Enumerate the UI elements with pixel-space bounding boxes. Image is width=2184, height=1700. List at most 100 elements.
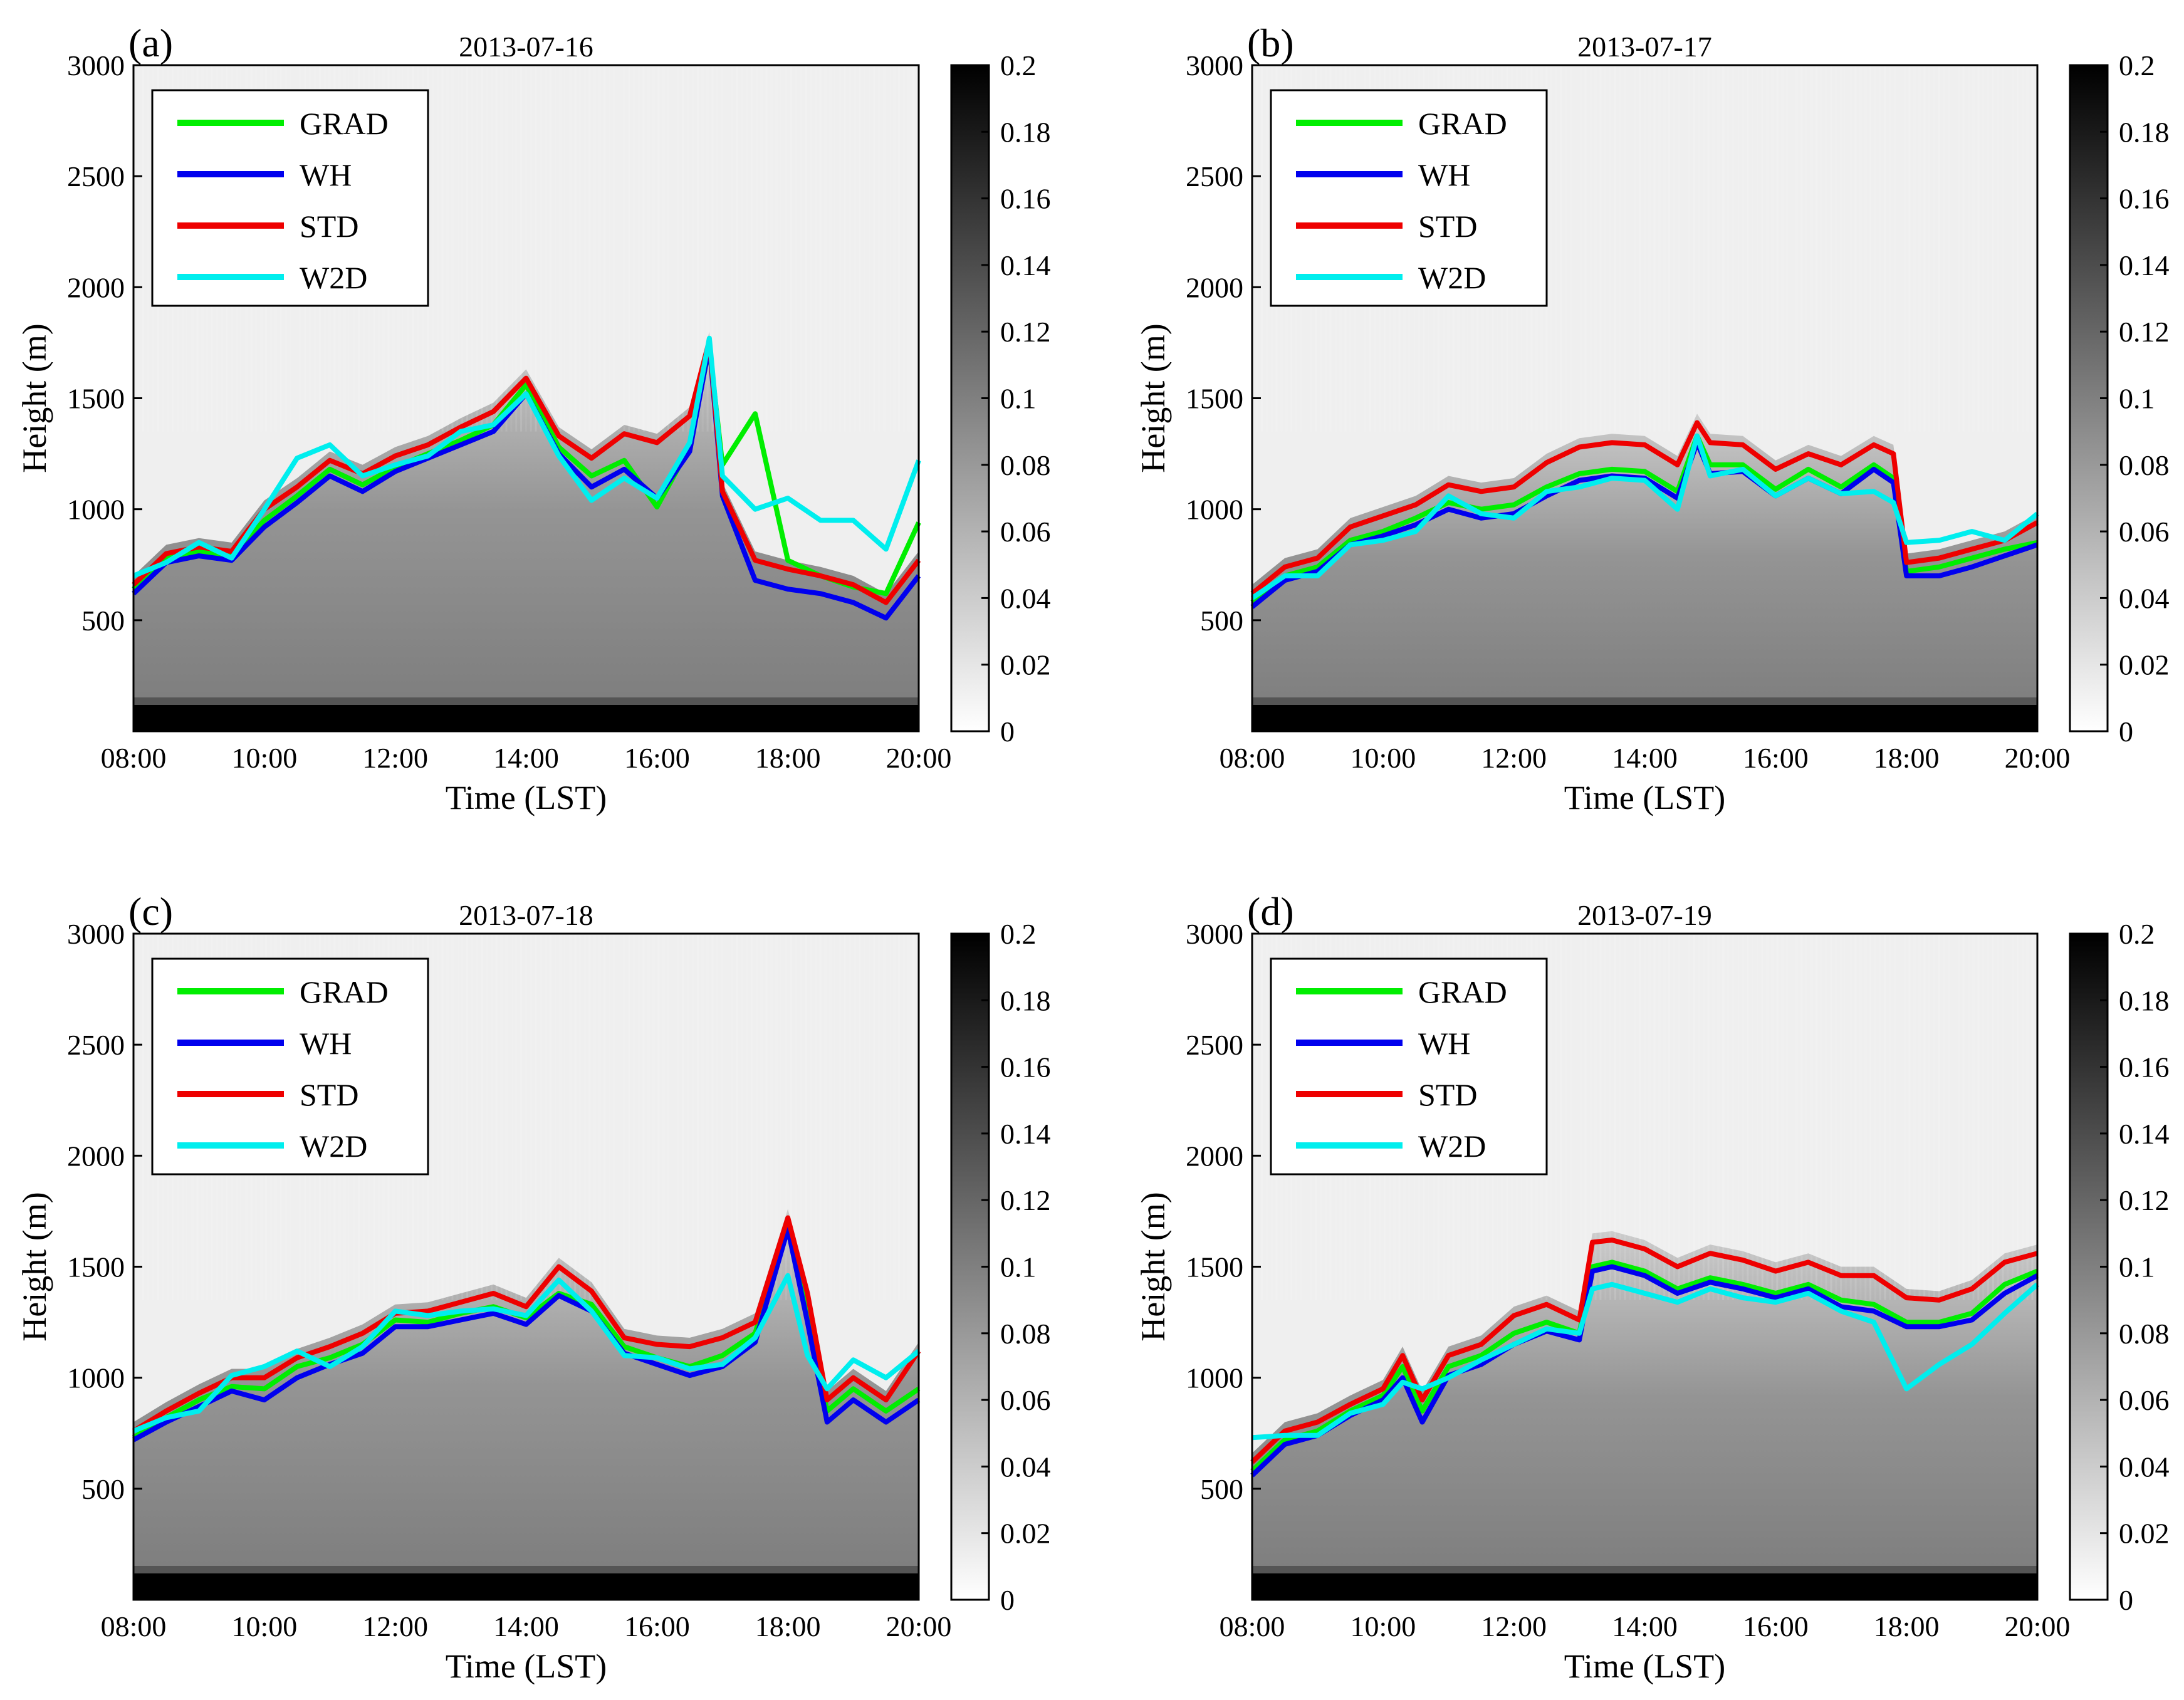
y-tick-label: 2000 <box>67 1140 125 1172</box>
y-tick-label: 1000 <box>1186 494 1243 526</box>
x-tick-label: 14:00 <box>493 742 559 774</box>
series-line-w2d <box>132 1273 921 1434</box>
colorbar-tick-label: 0.12 <box>2119 316 2170 348</box>
colorbar-tick-label: 0.2 <box>2119 918 2155 950</box>
y-axis-label: Height (m) <box>16 323 53 472</box>
colorbar-tick-label: 0.2 <box>1000 918 1037 950</box>
backscatter-shading <box>133 1209 919 1600</box>
backscatter-shading <box>1252 1231 2037 1600</box>
y-tick-label: 1000 <box>67 1362 125 1394</box>
x-tick-label: 18:00 <box>755 742 821 774</box>
series-line-std <box>132 1215 921 1434</box>
x-tick-label: 20:00 <box>886 1610 952 1642</box>
x-tick-label: 10:00 <box>231 1610 297 1642</box>
legend-label-grad: GRAD <box>1418 974 1507 1009</box>
x-tick-label: 16:00 <box>1743 742 1809 774</box>
y-tick-label: 3000 <box>1186 918 1243 950</box>
y-axis-label: Height (m) <box>1134 323 1172 472</box>
y-tick-label: 1000 <box>67 494 125 526</box>
colorbar-tick-label: 0.04 <box>1000 582 1051 614</box>
colorbar-tick-label: 0.02 <box>1000 649 1051 681</box>
series-line-w2d <box>132 335 921 578</box>
legend-label-wh: WH <box>300 157 352 192</box>
legend-label-wh: WH <box>1418 1026 1470 1061</box>
x-tick-label: 10:00 <box>231 742 297 774</box>
colorbar-tick-label: 0 <box>1000 1584 1015 1616</box>
chart-title: 2013-07-18 <box>459 899 593 931</box>
colorbar-tick-label: 0.1 <box>2119 383 2155 415</box>
colorbar-tick-label: 0.1 <box>2119 1251 2155 1283</box>
colorbar-tick-label: 0.18 <box>1000 984 1051 1016</box>
x-tick-label: 18:00 <box>755 1610 821 1642</box>
chart-panel-1: 08:00 10:00 12:00 14:00 16:00 18:00 20:00 500 10… <box>1134 21 2170 816</box>
x-axis-label: Time (LST) <box>1564 779 1726 816</box>
x-tick-label: 08:00 <box>1220 742 1285 774</box>
y-tick-label: 1500 <box>67 383 125 415</box>
series-line-wh <box>1250 1264 2039 1478</box>
colorbar-tick-label: 0.14 <box>1000 1118 1051 1150</box>
colorbar-tick-label: 0 <box>2119 716 2133 748</box>
x-tick-label: 20:00 <box>2005 742 2071 774</box>
colorbar-tick-label: 0.06 <box>1000 516 1051 548</box>
colorbar-tick-label: 0.08 <box>1000 449 1051 481</box>
colorbar-tick-label: 0.02 <box>1000 1518 1051 1550</box>
colorbar-tick-label: 0 <box>1000 716 1015 748</box>
x-tick-label: 08:00 <box>101 1610 167 1642</box>
colorbar-tick-label: 0.14 <box>2119 1118 2170 1150</box>
colorbar-tick-label: 0 <box>2119 1584 2133 1616</box>
ground-band-edge <box>1252 697 2037 705</box>
y-tick-label: 1500 <box>1186 1251 1243 1283</box>
colorbar-tick-label: 0.1 <box>1000 383 1037 415</box>
x-tick-label: 12:00 <box>1481 742 1547 774</box>
x-tick-label: 12:00 <box>362 742 428 774</box>
legend-label-std: STD <box>1418 1077 1477 1112</box>
legend-label-w2d: W2D <box>300 260 367 295</box>
colorbar-tick-label: 0.06 <box>2119 1384 2170 1416</box>
legend-label-grad: GRAD <box>300 106 389 141</box>
colorbar-tick-label: 0.14 <box>1000 249 1051 281</box>
colorbar-tick-label: 0.02 <box>2119 649 2170 681</box>
x-tick-label: 14:00 <box>1612 1610 1678 1642</box>
panel-label: (a) <box>128 21 173 65</box>
colorbar-tick-label: 0.2 <box>1000 50 1037 81</box>
legend-label-w2d: W2D <box>1418 1129 1486 1164</box>
x-tick-label: 08:00 <box>101 742 167 774</box>
y-tick-label: 2500 <box>67 160 125 192</box>
series-line-std <box>132 338 921 605</box>
y-tick-label: 1500 <box>67 1251 125 1283</box>
x-tick-label: 20:00 <box>886 742 952 774</box>
ground-band-edge <box>133 697 919 705</box>
legend-box <box>1270 89 1548 307</box>
x-tick-label: 08:00 <box>1220 1610 1285 1642</box>
colorbar-tick-label: 0.04 <box>1000 1451 1051 1483</box>
colorbar-tick-label: 0.18 <box>2119 116 2170 148</box>
colorbar-tick-label: 0.16 <box>2119 1051 2170 1083</box>
y-tick-label: 2000 <box>67 271 125 303</box>
colorbar-tick-label: 0.16 <box>1000 183 1051 215</box>
y-tick-label: 1000 <box>1186 1362 1243 1394</box>
y-tick-label: 3000 <box>67 918 125 950</box>
colorbar-tick-label: 0.1 <box>1000 1251 1037 1283</box>
x-tick-label: 14:00 <box>493 1610 559 1642</box>
legend-label-grad: GRAD <box>300 974 389 1009</box>
colorbar-tick-label: 0.04 <box>2119 1451 2170 1483</box>
y-tick-label: 2000 <box>1186 271 1243 303</box>
y-axis-label: Height (m) <box>16 1192 53 1341</box>
x-tick-label: 18:00 <box>1874 742 1940 774</box>
y-tick-label: 3000 <box>67 50 125 81</box>
y-tick-label: 1500 <box>1186 383 1243 415</box>
legend-label-grad: GRAD <box>1418 106 1507 141</box>
chart-title: 2013-07-16 <box>459 31 593 63</box>
x-tick-label: 12:00 <box>362 1610 428 1642</box>
backscatter-shading <box>133 331 919 731</box>
legend-label-w2d: W2D <box>1418 260 1486 295</box>
series-line-w2d <box>1250 433 2039 600</box>
colorbar-tick-label: 0.16 <box>1000 1051 1051 1083</box>
y-tick-label: 2500 <box>1186 1029 1243 1061</box>
colorbar-tick-label: 0.18 <box>2119 984 2170 1016</box>
x-axis-label: Time (LST) <box>446 779 607 816</box>
colorbar-tick-label: 0.04 <box>2119 582 2170 614</box>
legend-box <box>1270 957 1548 1176</box>
y-tick-label: 500 <box>1200 605 1243 637</box>
